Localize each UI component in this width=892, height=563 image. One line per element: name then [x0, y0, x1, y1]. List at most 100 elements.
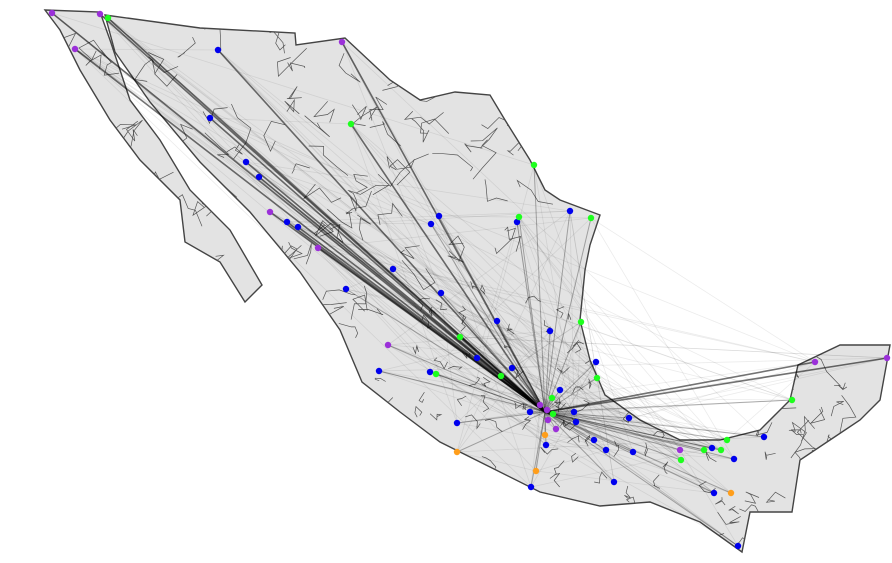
municipal-border [728, 506, 739, 515]
municipal-border [554, 398, 562, 406]
edge [456, 436, 765, 453]
municipal-border [336, 506, 362, 529]
edge [533, 164, 634, 453]
node [700, 446, 708, 454]
municipal-border [622, 255, 631, 262]
edge [341, 41, 765, 438]
edge [605, 449, 732, 494]
municipal-border [439, 469, 447, 488]
municipal-border [549, 460, 565, 479]
municipal-border [604, 130, 638, 158]
edge [544, 330, 551, 413]
municipal-border [565, 98, 592, 124]
edge [544, 411, 713, 449]
edge [459, 336, 888, 359]
municipal-border [169, 194, 203, 227]
municipal-border [447, 366, 463, 370]
node [546, 327, 554, 335]
edge [511, 361, 597, 369]
municipal-border [374, 377, 386, 382]
municipal-border [514, 402, 528, 410]
edge [573, 411, 595, 441]
municipal-border [358, 308, 384, 315]
edge [430, 223, 577, 423]
edge [341, 41, 442, 294]
municipal-border [45, 340, 57, 378]
municipal-border [353, 173, 368, 194]
node [453, 419, 461, 427]
municipal-border [377, 153, 429, 187]
municipal-border [822, 21, 838, 36]
mainland [104, 14, 891, 554]
municipal-border [460, 314, 466, 332]
municipal-border [691, 10, 717, 12]
edge [217, 49, 546, 413]
node [544, 416, 552, 424]
municipal-border [661, 183, 683, 212]
edge [286, 221, 432, 225]
node [513, 218, 521, 226]
municipal-border [231, 103, 252, 160]
edge [533, 164, 546, 413]
municipal-border [159, 207, 182, 240]
municipal-border [470, 127, 498, 149]
municipal-border [123, 119, 143, 147]
edge [547, 417, 630, 421]
municipal-border [589, 515, 601, 523]
land [43, 9, 891, 554]
municipal-border [272, 483, 309, 499]
municipal-border [420, 118, 450, 134]
edge [297, 226, 793, 401]
edge [546, 409, 765, 438]
municipal-border [811, 449, 844, 473]
edge [456, 210, 571, 453]
edge [440, 292, 513, 369]
edge [286, 221, 551, 332]
municipal-border [357, 214, 371, 241]
municipal-border [798, 119, 823, 133]
municipal-border [174, 314, 202, 334]
municipal-border [653, 431, 665, 439]
node [532, 467, 540, 475]
municipal-border [435, 299, 448, 310]
municipal-border [615, 90, 629, 101]
municipal-border [540, 447, 559, 455]
edge [518, 216, 735, 460]
edge [544, 357, 888, 413]
municipal-border [326, 367, 338, 401]
edge [569, 210, 615, 483]
edge [544, 217, 592, 413]
node [727, 489, 735, 497]
municipal-border [598, 104, 632, 138]
municipal-border [285, 242, 303, 260]
municipal-border [669, 48, 698, 66]
municipal-border [401, 260, 436, 291]
node [347, 120, 355, 128]
edges [51, 12, 888, 547]
node [536, 401, 544, 409]
municipal-border [811, 353, 841, 386]
edge [679, 449, 735, 460]
municipal-border [45, 133, 60, 165]
municipal-border [877, 495, 890, 518]
edge [74, 48, 211, 119]
edge [378, 370, 546, 413]
municipal-border [250, 323, 266, 334]
municipal-border [622, 10, 656, 33]
edge [544, 411, 630, 419]
edge [269, 211, 713, 449]
municipal-border [418, 392, 425, 403]
edge [533, 164, 577, 423]
edge [544, 411, 547, 446]
edge [596, 377, 682, 461]
edge [573, 411, 681, 451]
municipal-border [506, 323, 515, 335]
municipal-border [78, 39, 106, 61]
municipal-border [742, 134, 775, 155]
municipal-border [269, 468, 278, 489]
municipal-border [639, 193, 674, 225]
municipal-border [481, 377, 491, 387]
municipal-border [338, 53, 361, 83]
edge [387, 344, 549, 421]
edge [341, 41, 554, 415]
